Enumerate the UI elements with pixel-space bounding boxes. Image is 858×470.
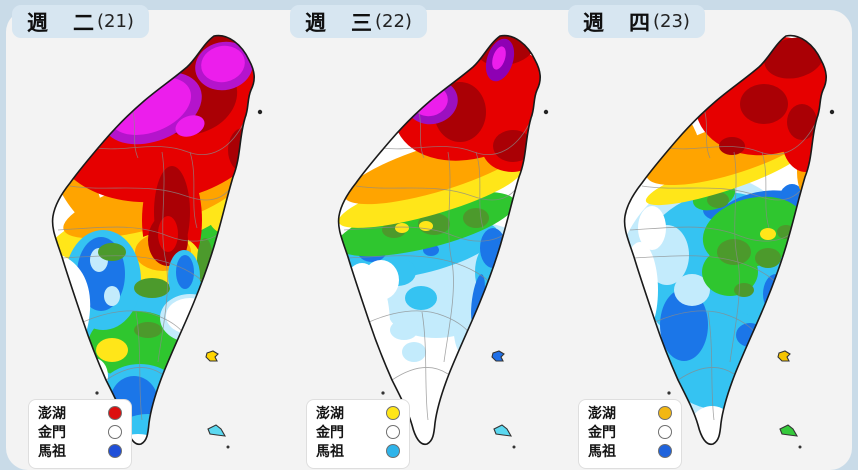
legend-row-penghu: 澎湖 [588, 405, 672, 422]
panel-thursday [572, 0, 858, 452]
penghu-label: 澎湖 [38, 406, 66, 422]
day-label: 週 四 [583, 10, 652, 35]
rainfall-map-tuesday [51, 34, 263, 449]
matsu-dot [108, 444, 122, 458]
day-pill-thursday: 週 四 (23) [568, 5, 705, 38]
small-islet-dot [798, 445, 802, 449]
day-label: 週 三 [305, 10, 374, 35]
kinmen-label: 金門 [316, 425, 344, 441]
liuqiu-islet [667, 391, 671, 395]
matsu-label: 馬祖 [38, 444, 66, 460]
kinmen-label: 金門 [38, 425, 66, 441]
day-label: 週 二 [27, 10, 96, 35]
kinmen-dot [658, 425, 672, 439]
orchid-island-islet [779, 424, 798, 437]
panel-wednesday [286, 0, 572, 452]
small-islet-dot [512, 445, 516, 449]
rain-contours [624, 36, 827, 445]
green-island-islet [205, 350, 219, 362]
rain-contours [52, 35, 255, 445]
matsu-dot [386, 444, 400, 458]
small-islet-dot [226, 445, 230, 449]
day-pill-tuesday: 週 二 (21) [12, 5, 149, 38]
legend-row-kinmen: 金門 [588, 424, 672, 441]
legend-row-penghu: 澎湖 [316, 405, 400, 422]
kinmen-dot [108, 425, 122, 439]
rainfall-map-wednesday [337, 34, 549, 449]
penghu-dot [386, 406, 400, 420]
panel-tuesday [0, 0, 286, 452]
legend-row-matsu: 馬祖 [316, 443, 400, 460]
kinmen-label: 金門 [588, 425, 616, 441]
orchid-island-islet [207, 424, 226, 437]
legend-row-matsu: 馬祖 [588, 443, 672, 460]
orchid-island-islet [493, 424, 512, 437]
islands-legend-wednesday: 澎湖 金門 馬祖 [306, 399, 410, 469]
rainfall-map-thursday [623, 34, 835, 449]
penghu-dot [108, 406, 122, 420]
guishan-islet [543, 109, 549, 115]
legend-row-kinmen: 金門 [316, 424, 400, 441]
date-label: (22) [375, 11, 412, 32]
green-island-islet [491, 350, 505, 362]
matsu-dot [658, 444, 672, 458]
islands-legend-tuesday: 澎湖 金門 馬祖 [28, 399, 132, 469]
date-label: (21) [97, 11, 134, 32]
guishan-islet [829, 109, 835, 115]
liuqiu-islet [381, 391, 385, 395]
penghu-label: 澎湖 [316, 406, 344, 422]
green-island-islet [777, 350, 791, 362]
day-pill-wednesday: 週 三 (22) [290, 5, 427, 38]
penghu-label: 澎湖 [588, 406, 616, 422]
matsu-label: 馬祖 [588, 444, 616, 460]
legend-row-matsu: 馬祖 [38, 443, 122, 460]
liuqiu-islet [95, 391, 99, 395]
legend-row-kinmen: 金門 [38, 424, 122, 441]
guishan-islet [257, 109, 263, 115]
matsu-label: 馬祖 [316, 444, 344, 460]
kinmen-dot [386, 425, 400, 439]
islands-legend-thursday: 澎湖 金門 馬祖 [578, 399, 682, 469]
penghu-dot [658, 406, 672, 420]
rain-contours [338, 35, 541, 387]
date-label: (23) [653, 11, 690, 32]
legend-row-penghu: 澎湖 [38, 405, 122, 422]
